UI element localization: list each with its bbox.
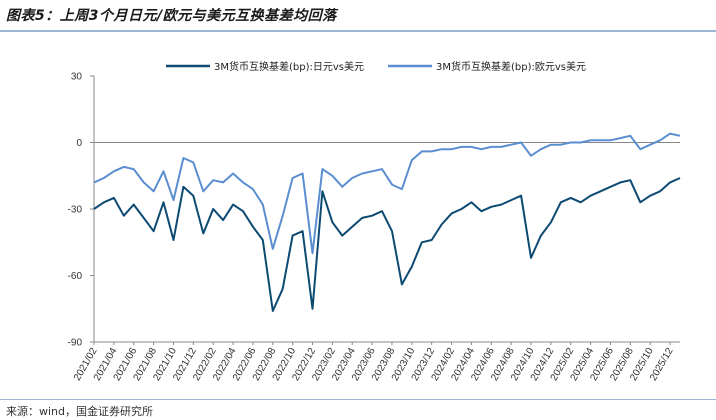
series-line-jpy [93,177,681,312]
y-tick-label: -90 [68,338,83,349]
title-rule [0,30,716,32]
series-line-eur [93,132,681,255]
y-tick-label: 30 [71,72,83,83]
footer-rule [0,399,716,400]
y-tick-label: -60 [68,271,83,282]
figure-title: 图表5：上周3个月日元/欧元与美元互换基差均回落 [6,8,337,24]
legend-label-eur: 3M货币互换基差(bp):欧元vs美元 [436,60,586,73]
source-note: 来源：wind，国金证券研究所 [6,405,154,418]
legend-label-jpy: 3M货币互换基差(bp):日元vs美元 [214,60,364,73]
y-tick-label: -30 [68,205,83,216]
y-tick-label: 0 [76,138,82,149]
line-chart: 300-30-60-902021/022021/042021/062021/08… [68,60,681,383]
